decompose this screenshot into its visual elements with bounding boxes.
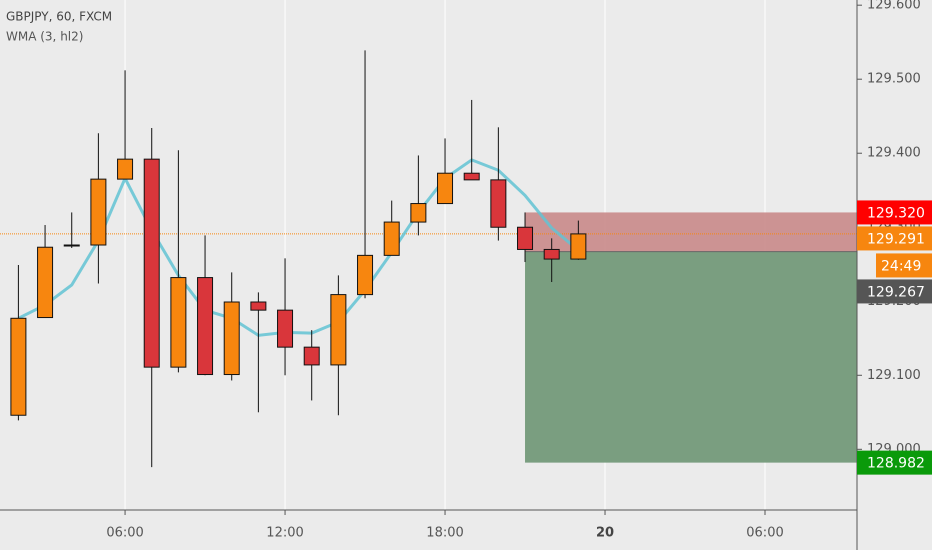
candle-body: [437, 172, 454, 205]
candle-body: [223, 301, 240, 376]
indicator-label: WMA (3, hl2): [6, 30, 83, 44]
candle-body: [63, 244, 80, 247]
price-badge-label: 24:49: [881, 258, 921, 274]
candle-body: [37, 246, 54, 319]
candle-body: [90, 178, 107, 246]
candle-body: [383, 221, 400, 256]
candle-body: [250, 301, 267, 311]
candle-body: [143, 158, 160, 368]
candle-body: [117, 158, 134, 180]
plot: [10, 50, 587, 468]
chart-title: GBPJPY, 60, FXCM: [6, 10, 112, 24]
price-badge-label: 128.982: [867, 456, 925, 472]
candle-body: [410, 203, 427, 223]
price-badge: [857, 279, 932, 304]
candle-body: [170, 277, 187, 368]
indicator-line: [17, 158, 580, 337]
candle-body: [463, 172, 480, 181]
axes: 06:00 12:00 18:00 20 06:00129.000129.100129.…: [106, 0, 932, 541]
x-tick-label: 06:00: [746, 526, 783, 541]
x-tick-label: 18:00: [426, 526, 463, 541]
candle-body: [330, 294, 347, 366]
candle-body: [543, 248, 560, 260]
candle-body: [517, 226, 534, 250]
position-tool: [0, 212, 857, 463]
price-badge: [857, 200, 932, 225]
price-badge: [876, 253, 932, 278]
candle-body: [490, 179, 507, 228]
candle-body: [277, 309, 294, 348]
price-badge: [857, 450, 932, 475]
x-tick-label: 12:00: [266, 526, 303, 541]
x-tick-label: 06:00: [106, 526, 143, 541]
price-badge-label: 129.267: [867, 284, 925, 300]
y-tick-label: 129.600: [867, 0, 921, 13]
candle-body: [197, 277, 214, 376]
price-badge-label: 129.320: [867, 205, 925, 221]
y-tick-label: 129.100: [867, 368, 921, 383]
y-tick-label: 129.500: [867, 72, 921, 87]
price-badge-label: 129.291: [867, 231, 925, 247]
candle-body: [570, 233, 587, 260]
x-tick-label: 20: [596, 526, 614, 541]
y-tick-label: 129.400: [867, 146, 921, 161]
candle-body: [10, 317, 27, 416]
candle-body: [303, 346, 320, 366]
target-zone: [525, 251, 857, 463]
candle-body: [357, 254, 374, 296]
price-badge: [857, 226, 932, 251]
